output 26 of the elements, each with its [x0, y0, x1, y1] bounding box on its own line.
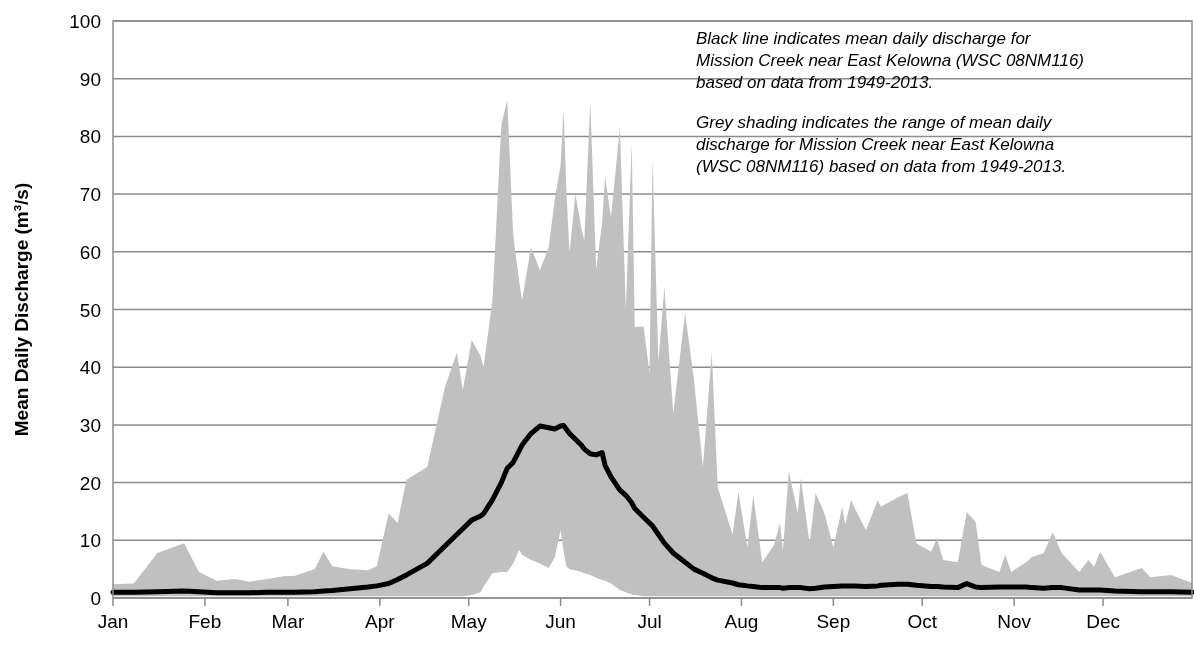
x-tick-label: Sep	[816, 611, 851, 632]
y-tick-label: 60	[79, 241, 101, 263]
x-tick-label: Apr	[365, 611, 396, 632]
x-tick-label: Mar	[271, 611, 305, 632]
x-tick-label: May	[450, 611, 488, 632]
y-tick-label: 30	[79, 414, 101, 436]
annotation: Grey shading indicates the range of mean daily discharge for Mission Creek near East Kelowna (WSC 08NM116) based on data from 1949-2013.	[696, 113, 1067, 176]
y-tick-label: 100	[69, 11, 101, 32]
y-tick-label: 50	[79, 299, 101, 321]
y-tick-label: 90	[79, 68, 101, 90]
x-tick-label: Jun	[545, 611, 576, 632]
x-tick-label: Nov	[997, 611, 1032, 632]
x-tick-label: Jan	[97, 611, 129, 632]
y-tick-label: 80	[79, 126, 101, 148]
annotation: Black line indicates mean daily discharge for Mission Creek near East Kelowna (WSC 08NM116) based on data from 1949-2013.	[696, 29, 1084, 92]
y-tick-label: 20	[79, 472, 101, 494]
x-tick-label: Feb	[188, 611, 222, 632]
y-axis-title: Mean Daily Discharge (m³/s)	[11, 182, 32, 437]
x-tick-label: Jul	[637, 611, 662, 632]
y-tick-label: 10	[79, 530, 101, 552]
y-tick-label: 40	[79, 357, 101, 379]
x-tick-label: Oct	[907, 611, 938, 632]
y-tick-label: 0	[90, 588, 101, 609]
x-tick-label: Aug	[724, 611, 759, 632]
x-tick-label: Dec	[1086, 611, 1120, 632]
y-tick-label: 70	[79, 184, 101, 206]
